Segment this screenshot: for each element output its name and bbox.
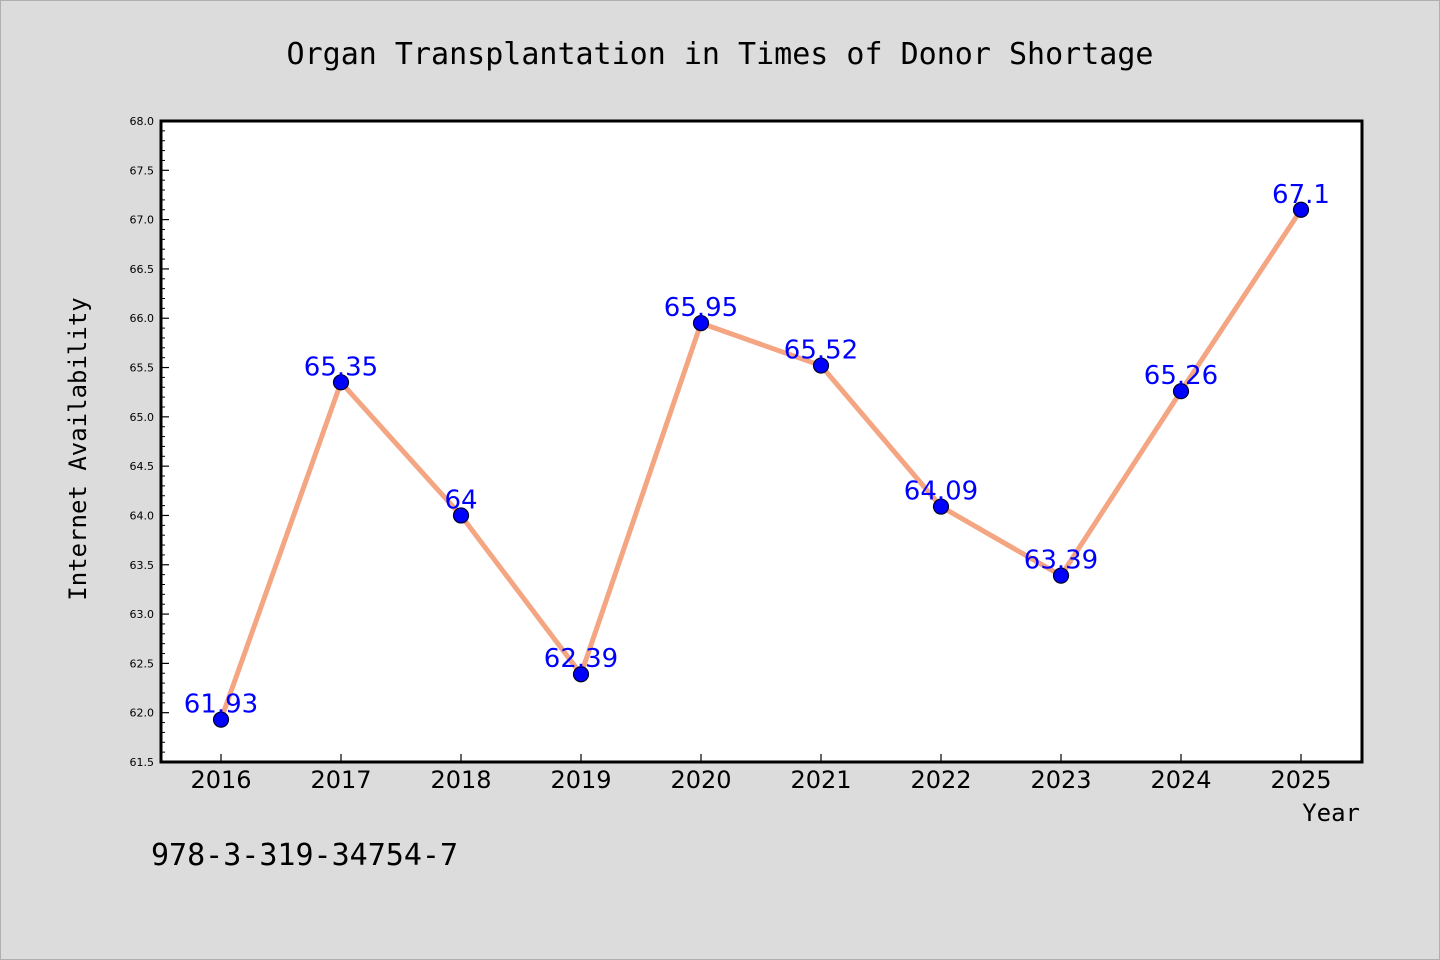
series-markers (212, 201, 1310, 728)
data-label: 61.93 (184, 690, 258, 720)
x-tick-label: 2019 (550, 766, 611, 794)
data-label: 65.35 (304, 352, 378, 382)
x-tick-label: 2020 (670, 766, 731, 794)
y-tick-label: 62.0 (130, 707, 155, 720)
data-labels: 61.93 65.35 64 62.39 65.95 65.52 64.09 63.39 65.… (184, 180, 1330, 720)
isbn-footer: 978-3-319-34754-7 (151, 838, 458, 873)
data-label: 64.09 (904, 477, 978, 507)
data-point (812, 357, 830, 374)
data-point (572, 666, 590, 683)
x-tick-label: 2024 (1150, 766, 1211, 794)
y-tick-label: 66.0 (130, 312, 155, 325)
data-label: 65.26 (1144, 361, 1218, 391)
data-point (1292, 201, 1310, 218)
data-point (212, 711, 230, 728)
x-axis-ticks: 2016 2017 2018 2019 2020 2021 2022 2023 2024 2025 (190, 754, 1332, 794)
y-tick-label: 65.0 (130, 411, 155, 424)
data-point (1052, 567, 1070, 584)
y-tick-label: 63.0 (130, 608, 155, 621)
y-tick-label: 61.5 (130, 756, 155, 769)
data-point (932, 498, 950, 515)
y-axis-label: Internet Availability (64, 297, 92, 600)
data-label: 67.1 (1272, 180, 1330, 210)
x-tick-label: 2018 (430, 766, 491, 794)
x-tick-label: 2022 (910, 766, 971, 794)
data-label: 65.52 (784, 336, 858, 366)
series-line (218, 207, 1304, 723)
data-label: 65.95 (664, 293, 738, 323)
y-tick-label: 68.0 (130, 115, 155, 128)
data-point (1172, 383, 1190, 400)
y-tick-label: 63.5 (130, 559, 155, 572)
y-tick-label: 65.5 (130, 362, 155, 375)
x-tick-label: 2016 (190, 766, 251, 794)
x-tick-label: 2025 (1270, 766, 1331, 794)
plot-area (161, 121, 1362, 762)
y-tick-label: 66.5 (130, 263, 155, 276)
data-label: 63.39 (1024, 546, 1098, 576)
y-tick-label: 62.5 (130, 657, 155, 670)
data-point (452, 507, 470, 524)
x-tick-label: 2021 (790, 766, 851, 794)
data-point (692, 315, 710, 332)
chart-title: Organ Transplantation in Times of Donor … (287, 37, 1154, 72)
y-tick-label: 64.5 (130, 460, 155, 473)
plot-frame (159, 119, 1364, 764)
data-label: 64 (444, 485, 477, 515)
x-tick-label: 2023 (1030, 766, 1091, 794)
y-tick-label: 64.0 (130, 509, 155, 522)
y-tick-label: 67.5 (130, 164, 155, 177)
data-point (332, 374, 350, 391)
x-axis-label: Year (1302, 799, 1360, 827)
x-tick-label: 2017 (310, 766, 371, 794)
y-tick-label: 67.0 (130, 214, 155, 227)
data-label: 62.39 (544, 644, 618, 674)
